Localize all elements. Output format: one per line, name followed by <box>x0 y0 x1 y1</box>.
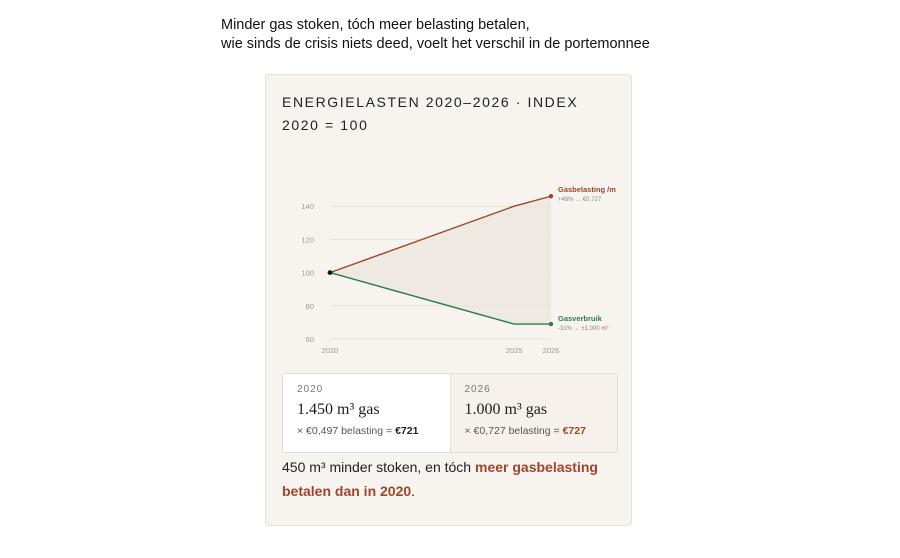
panel-year: 2026 <box>464 384 491 395</box>
line-chart: 60 80 100 120 140 2020 2025 2026 Gasbelasting /m… <box>301 185 616 355</box>
y-tick-label: 100 <box>301 269 314 278</box>
conclusion-text: 450 m³ minder stoken, en tóch meer gasbe… <box>282 455 617 503</box>
panel-calc-result: €721 <box>395 425 419 437</box>
conclusion-suffix: . <box>411 483 416 499</box>
y-tick-label: 120 <box>301 235 314 244</box>
panel-calc-result: €727 <box>562 425 586 437</box>
panel-calculation: × €0,497 belasting = €721 <box>297 425 436 437</box>
panel-2020: 2020 1.450 m³ gas × €0,497 belasting = €… <box>283 374 451 452</box>
series-label: Gasbelasting /m <box>558 185 616 194</box>
panel-calculation: × €0,727 belasting = €727 <box>465 425 604 437</box>
series-line <box>329 271 551 325</box>
end-point <box>548 321 554 327</box>
y-tick-label: 60 <box>306 335 314 344</box>
card-title-line-1: ENERGIELASTEN 2020–2026 · INDEX <box>282 94 579 110</box>
headline-line-1: Minder gas stoken, tóch meer belasting b… <box>221 17 530 33</box>
series-annotation: +46% → €0,727 <box>558 197 602 203</box>
series-line <box>329 195 552 274</box>
x-tick-label: 2025 <box>506 346 523 355</box>
chart-card: ENERGIELASTEN 2020–2026 · INDEX 2020 = 1… <box>265 74 632 526</box>
x-tick-label: 2026 <box>543 346 560 355</box>
panel-calc-prefix: × €0,727 belasting = <box>464 425 563 437</box>
shaded-area <box>330 196 551 325</box>
comparison-panels: 2020 1.450 m³ gas × €0,497 belasting = €… <box>282 373 618 453</box>
end-point <box>548 194 554 199</box>
panel-calc-prefix: × €0,497 belasting = <box>297 425 396 437</box>
headline-line-2: wie sinds de crisis niets deed, voelt he… <box>221 36 650 52</box>
series-label: Gasverbruik <box>558 314 603 323</box>
start-point <box>327 270 333 275</box>
series-annotation: -31% → ±1.000 m³ <box>558 326 608 332</box>
y-tick-label: 80 <box>306 302 314 311</box>
panel-year: 2020 <box>297 384 324 395</box>
y-tick-label: 140 <box>301 202 314 211</box>
x-tick-label: 2020 <box>322 346 339 355</box>
conclusion-emphasis: meer gasbelasting betalen dan in 2020 <box>282 459 598 499</box>
panel-amount: 1.000 m³ gas <box>464 401 548 418</box>
panel-2026: 2026 1.000 m³ gas × €0,727 belasting = €… <box>450 374 617 452</box>
headline: Minder gas stoken, tóch meer belasting b… <box>221 16 650 54</box>
conclusion-prefix: 450 m³ minder stoken, en tóch <box>282 459 475 475</box>
card-title-line-2: 2020 = 100 <box>282 117 369 133</box>
card-title: ENERGIELASTEN 2020–2026 · INDEX 2020 = 1… <box>282 91 602 137</box>
panel-amount: 1.450 m³ gas <box>297 401 380 418</box>
